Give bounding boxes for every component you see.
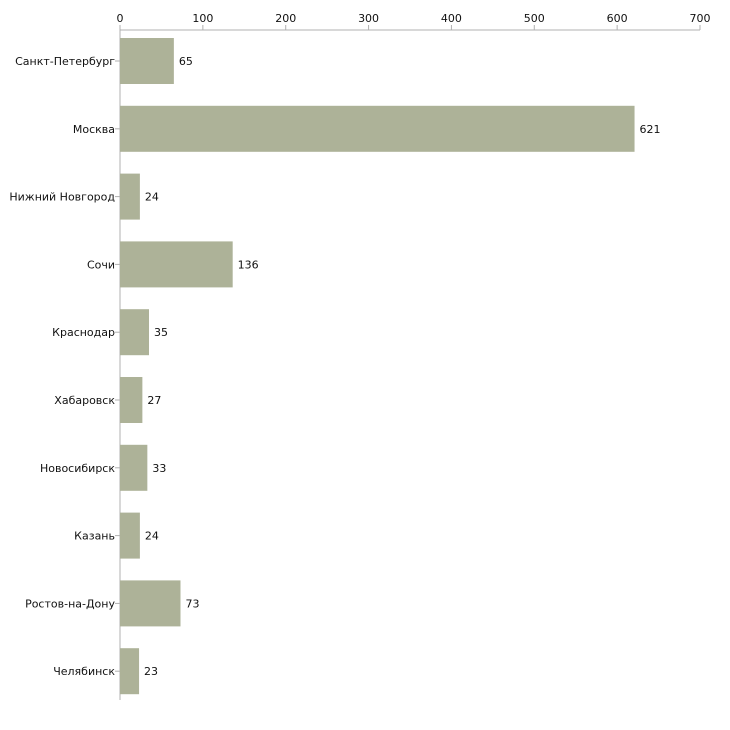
- category-label: Челябинск: [53, 665, 115, 678]
- y-axis: [115, 30, 121, 700]
- x-tick-label: 100: [192, 12, 213, 25]
- data-label: 23: [144, 665, 158, 678]
- category-label: Казань: [74, 530, 115, 543]
- data-label: 65: [179, 55, 193, 68]
- x-tick-label: 400: [441, 12, 462, 25]
- bar: [120, 105, 635, 152]
- bar: [120, 377, 143, 423]
- bar: [120, 173, 140, 220]
- bar: [120, 512, 140, 559]
- data-label: 136: [238, 258, 259, 271]
- x-tick-label: 300: [358, 12, 379, 25]
- category-label: Ростов-на-Дону: [25, 597, 115, 610]
- x-tick-label: 600: [607, 12, 628, 25]
- category-label: Нижний Новгород: [9, 191, 115, 204]
- bar: [120, 38, 174, 84]
- data-label: 35: [154, 326, 168, 339]
- bar: [120, 580, 181, 627]
- category-label: Краснодар: [52, 326, 115, 339]
- category-label: Москва: [73, 123, 115, 136]
- x-tick-label: 700: [690, 12, 711, 25]
- category-label: Санкт-Петербург: [15, 55, 115, 68]
- value-labels: 65 621 24 136 35 27 33 24 73 23: [144, 55, 660, 678]
- category-label: Сочи: [87, 258, 115, 271]
- bar: [120, 309, 149, 356]
- data-label: 73: [185, 597, 199, 610]
- x-axis: 0 100 200 300 400 500 600 700: [117, 12, 711, 31]
- bar: [120, 648, 140, 695]
- x-tick-label: 500: [524, 12, 545, 25]
- category-label: Новосибирск: [40, 462, 115, 475]
- data-label: 621: [640, 123, 661, 136]
- x-tick-label: 0: [117, 12, 124, 25]
- category-label: Хабаровск: [54, 394, 115, 407]
- data-label: 24: [145, 191, 159, 204]
- x-tick-label: 200: [275, 12, 296, 25]
- bar: [120, 241, 233, 288]
- data-label: 27: [147, 394, 161, 407]
- bars-group: [120, 38, 635, 695]
- bar: [120, 444, 148, 491]
- data-label: 24: [145, 530, 159, 543]
- category-labels: Санкт-Петербург Москва Нижний Новгород Сочи…: [9, 55, 115, 678]
- data-label: 33: [152, 462, 166, 475]
